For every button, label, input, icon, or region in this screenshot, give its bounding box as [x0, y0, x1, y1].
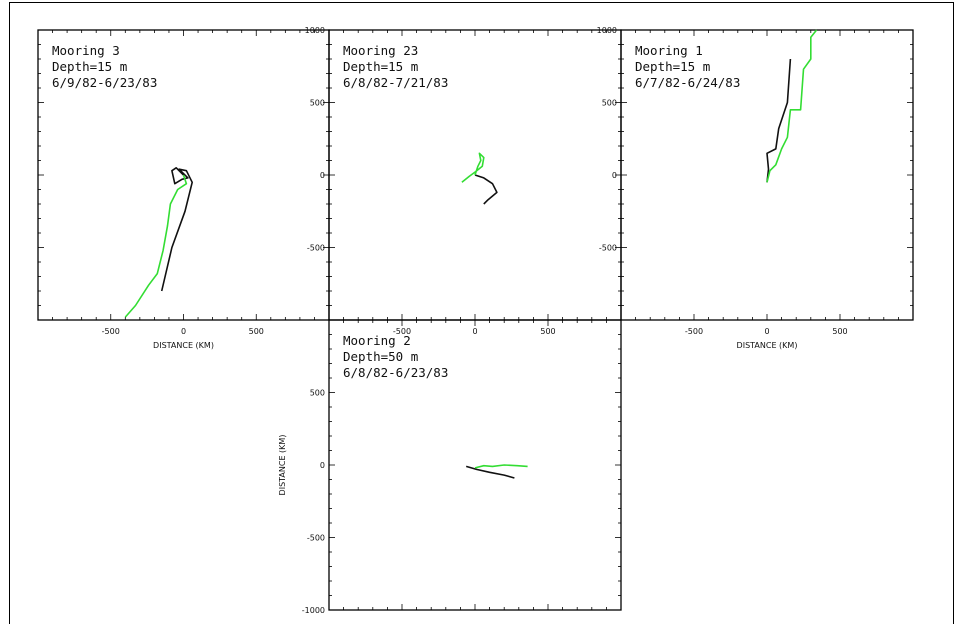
- panel-title-line: Mooring 23: [343, 43, 418, 58]
- panel-title-line: Mooring 2: [343, 333, 411, 348]
- panel-title-line: 6/9/82-6/23/83: [52, 75, 157, 90]
- trajectory-black: [465, 465, 515, 479]
- y-tick-label: 0: [320, 171, 325, 180]
- x-axis-title: DISTANCE (KM): [737, 341, 798, 350]
- y-tick-label: 0: [320, 461, 325, 470]
- trajectory-green: [461, 152, 485, 183]
- panel-title-line: 6/7/82-6/24/83: [635, 75, 740, 90]
- y-tick-label: 1000: [597, 26, 617, 35]
- x-tick-label: 500: [540, 327, 555, 336]
- panel-title-line: Mooring 1: [635, 43, 703, 58]
- y-tick-label: 1000: [305, 26, 325, 35]
- y-tick-label: -500: [307, 244, 325, 253]
- x-tick-label: 0: [764, 327, 769, 336]
- x-tick-label: -500: [393, 327, 411, 336]
- y-axis-title: DISTANCE (KM): [278, 435, 287, 496]
- panel-title-line: 6/8/82-6/23/83: [343, 365, 448, 380]
- trajectory-green: [474, 464, 528, 469]
- y-tick-label: 0: [612, 171, 617, 180]
- y-tick-label: -500: [307, 534, 325, 543]
- panel-title-line: Depth=50 m: [343, 349, 418, 364]
- x-axis-title: DISTANCE (KM): [153, 341, 214, 350]
- panel-title-line: Mooring 3: [52, 43, 120, 58]
- y-tick-label: -1000: [302, 606, 325, 615]
- x-tick-label: 500: [832, 327, 847, 336]
- trajectory-green: [766, 29, 818, 183]
- y-tick-label: -500: [599, 244, 617, 253]
- y-tick-label: 500: [602, 99, 617, 108]
- panel-top-right: -500 0 500 1000 500 0 -500 DISTANCE (KM) Mooring…: [597, 26, 914, 350]
- y-tick-label: 500: [310, 99, 325, 108]
- y-tick-label: 500: [310, 389, 325, 398]
- panel-title-line: Depth=15 m: [635, 59, 710, 74]
- trajectory-black: [160, 167, 193, 292]
- trajectory-black: [766, 58, 792, 183]
- trajectory-black: [474, 174, 498, 205]
- panel-title-line: Depth=15 m: [343, 59, 418, 74]
- x-tick-label: 500: [249, 327, 264, 336]
- x-tick-label: -500: [102, 327, 120, 336]
- x-tick-label: 0: [181, 327, 186, 336]
- panel-bottom-middle: 500 0 -500 -1000 DISTANCE (KM) Mooring 2Depth…: [278, 319, 622, 615]
- panel-title-line: 6/8/82-7/21/83: [343, 75, 448, 90]
- figure-frame: [9, 2, 954, 624]
- trajectory-green: [124, 174, 188, 318]
- x-tick-label: -500: [685, 327, 703, 336]
- x-tick-label: 0: [472, 327, 477, 336]
- panel-title-line: Depth=15 m: [52, 59, 127, 74]
